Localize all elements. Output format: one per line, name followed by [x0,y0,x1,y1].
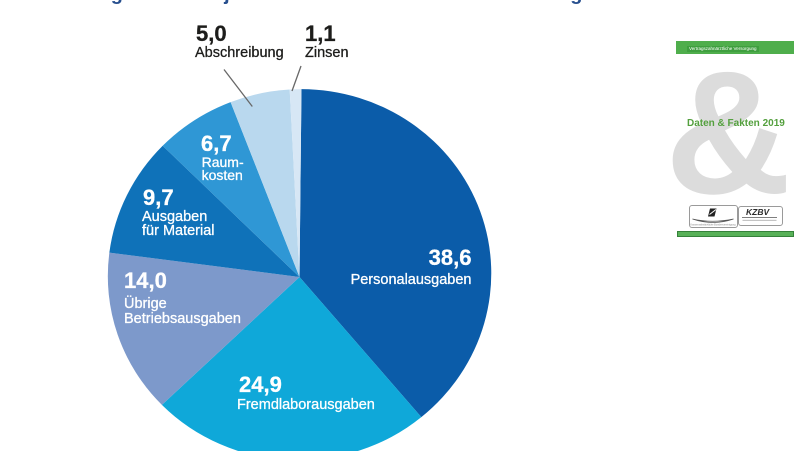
svg-text:Kassenzahnärztliche Bundesvere: Kassenzahnärztliche Bundesvereinigung [690,224,736,227]
